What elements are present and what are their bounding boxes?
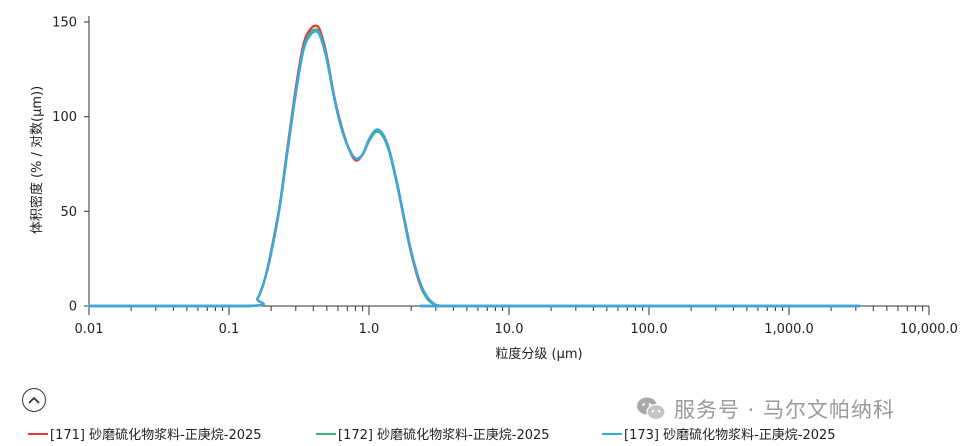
series-line-1 [87,24,861,308]
x-tick-label: 1,000.0 [764,322,814,337]
legend-swatch [602,432,622,435]
legend-item-171[interactable]: [171] 砂磨硫化物浆料-正庚烷-2025 [28,424,262,443]
x-tick-label: 0.01 [75,322,104,337]
x-tick-label: 10.0 [495,322,524,337]
legend-item-173[interactable]: [173] 砂磨硫化物浆料-正庚烷-2025 [602,424,836,443]
x-tick-label: 10,000.0 [900,322,958,337]
chart-area: 0 50 100 150 0.01 0.1 1.0 10.0 100.0 1,000.0 10,00… [29,16,958,363]
chart-legend: [171] 砂磨硫化物浆料-正庚烷-2025 [172] 砂磨硫化物浆料-正庚烷… [28,424,928,444]
x-tick-label: 1.0 [359,322,380,337]
y-tick-label: 0 [69,300,77,315]
legend-swatch [316,432,336,435]
x-tick-label: 100.0 [630,322,667,337]
chevron-up-icon [28,397,40,404]
y-tick-label: 100 [52,110,77,125]
series-line-2 [87,28,861,308]
legend-label: [171] 砂磨硫化物浆料-正庚烷-2025 [50,428,262,443]
wechat-icon [637,397,666,421]
y-tick-label: 150 [52,16,77,31]
legend-swatch [28,432,48,435]
watermark: 服务号 · 马尔文帕纳科 [636,394,895,424]
legend-label: [173] 砂磨硫化物浆料-正庚烷-2025 [624,428,836,443]
legend-item-172[interactable]: [172] 砂磨硫化物浆料-正庚烷-2025 [316,424,550,443]
legend-label: [172] 砂磨硫化物浆料-正庚烷-2025 [338,428,550,443]
legend-collapse-button[interactable] [22,388,46,412]
x-tick-label: 0.1 [219,322,240,337]
series-line-3 [87,30,861,308]
y-axis-title: 体积密度 (% / 对数(µm)) [29,86,45,234]
x-axis-title: 粒度分级 (µm) [495,346,582,362]
watermark-text: 服务号 · 马尔文帕纳科 [674,398,896,422]
y-tick-label: 50 [60,205,77,220]
